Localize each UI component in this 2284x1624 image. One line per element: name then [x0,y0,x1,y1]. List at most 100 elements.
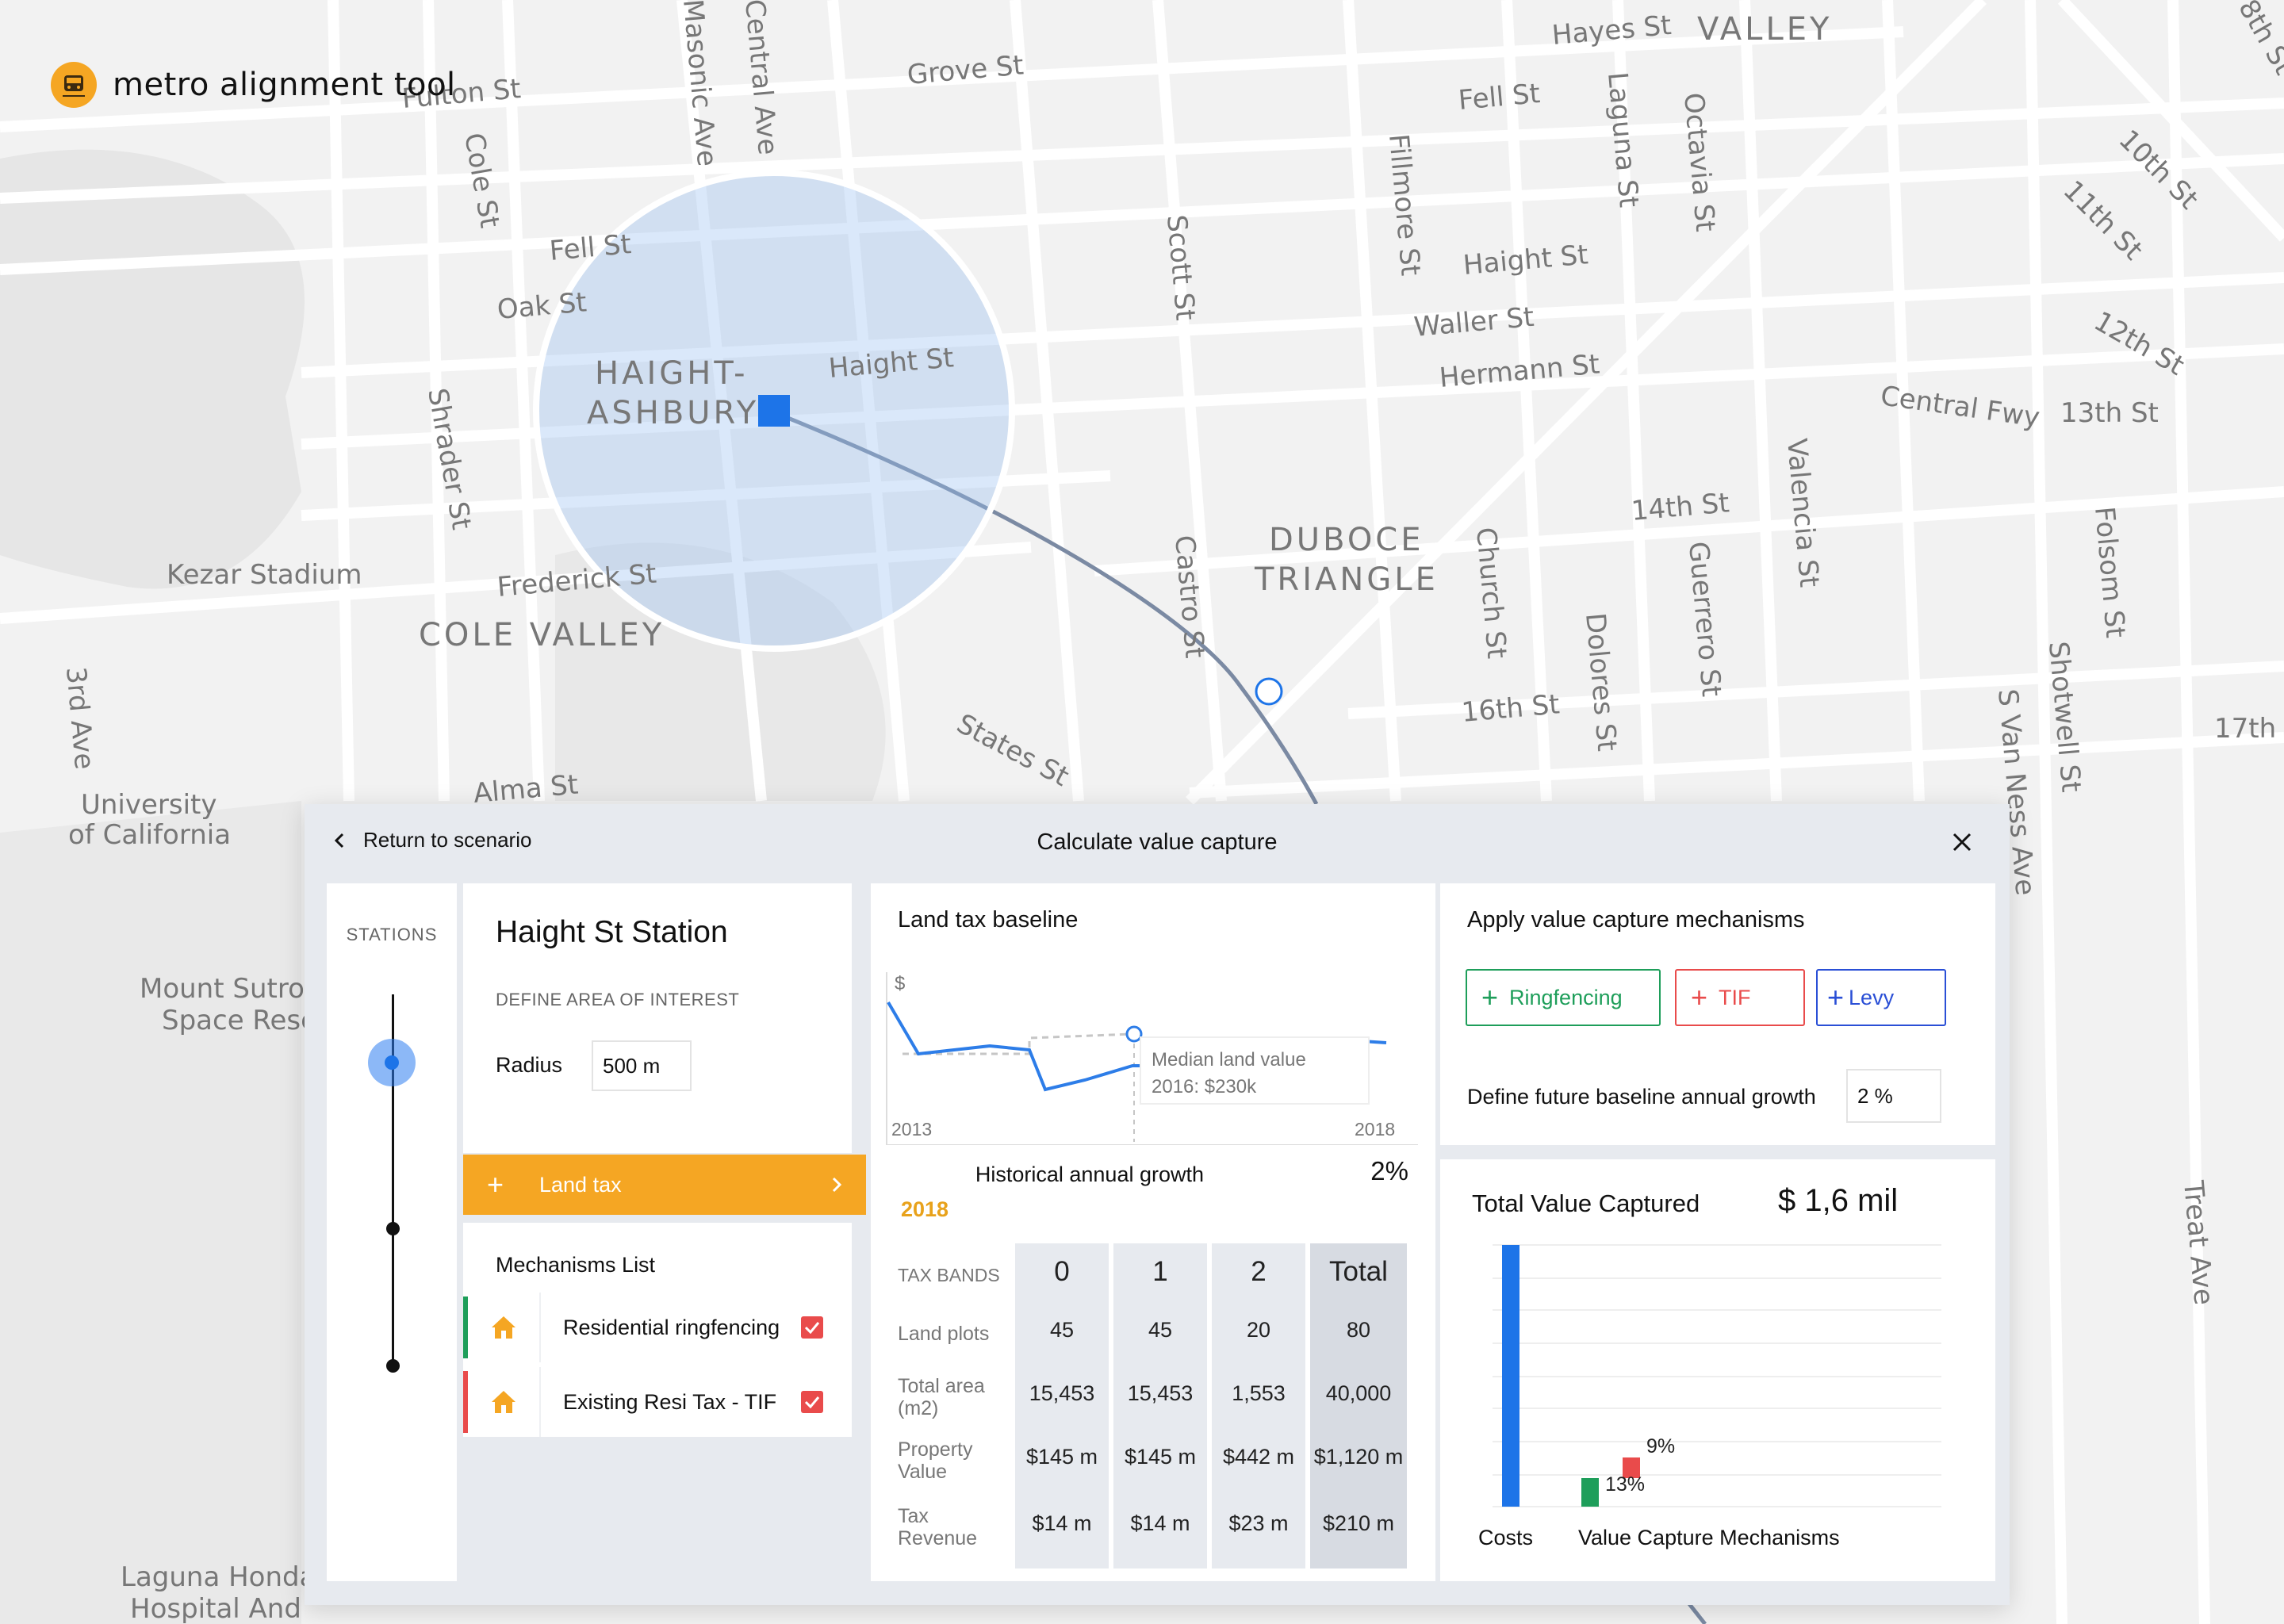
value-capture-modal: Return to scenario Calculate value captu… [305,804,2010,1605]
house-icon [468,1315,539,1340]
mechanism-checkbox[interactable] [801,1391,823,1413]
table-cell: $145 m [1025,1445,1098,1469]
apply-mechanisms-panel: Apply value capture mechanisms + Ringfen… [1440,883,1995,1145]
mechanism-label: Existing Resi Tax - TIF [563,1389,777,1414]
mechanism-item[interactable]: Residential ringfencing [463,1293,852,1362]
table-cell: $14 m [1032,1511,1092,1535]
check-icon [804,1322,820,1334]
plus-icon: + [487,1168,504,1201]
band-column: 0 45 15,453 $145 m $14 m [1015,1243,1109,1568]
map-label: Oak St [496,286,588,326]
modal-title: Calculate value capture [1037,829,1278,855]
return-to-scenario-button[interactable]: Return to scenario [333,828,531,852]
green-percent: 13% [1605,1473,1646,1496]
station-settings: Haight St Station DEFINE AREA OF INTERES… [463,883,852,1153]
historical-growth-label: Historical annual growth [975,1162,1204,1186]
map-label: 17th St [2214,713,2284,745]
mechanism-label: Residential ringfencing [563,1315,780,1339]
mechanism-color-bar [463,1297,468,1358]
station-node[interactable] [386,1222,400,1235]
table-cell: $145 m [1124,1445,1197,1469]
apply-title: Apply value capture mechanisms [1467,907,1805,933]
map-label: TRIANGLE [1254,561,1439,598]
band-column: 1 45 15,453 $145 m $14 m [1113,1243,1207,1568]
map-label: HAIGHT- [595,355,749,392]
baseline-title: Land tax baseline [898,907,1079,933]
row-label: Total area (m2) [898,1375,985,1419]
map-label: Mount Sutro [140,973,305,1005]
stations-panel: STATIONS [327,883,457,1581]
y-axis-label: $ [895,973,905,994]
column-header: 0 [1054,1256,1070,1287]
table-cell: $14 m [1130,1511,1190,1535]
app-title: metro alignment tool [113,67,456,103]
costs-label: Costs [1478,1526,1534,1549]
mechanisms-list: Mechanisms List Residential ringfencing [463,1223,852,1437]
total-value-panel: Total Value Captured $ 1,6 mil 13% 9% Co… [1440,1159,1995,1581]
plus-icon: + [1481,981,1499,1013]
radius-input[interactable] [592,1040,692,1091]
column-header: 2 [1251,1256,1267,1287]
table-cell: 45 [1148,1318,1173,1342]
map-label: COLE VALLEY [419,617,665,653]
future-growth-input[interactable] [1846,1069,1941,1123]
table-cell: 15,453 [1029,1381,1095,1405]
plus-icon: + [1827,981,1845,1013]
land-tax-baseline-panel: Land tax baseline $ 2013 2018 Median lan… [871,883,1435,1581]
mechanism-checkbox[interactable] [801,1316,823,1339]
tif-bar [1623,1457,1640,1478]
map-label: Laguna Honda [121,1561,316,1593]
table-cell: 15,453 [1127,1381,1194,1405]
close-icon [1953,833,1972,852]
baseline-chart[interactable]: $ 2013 2018 Median land value 2016: $230… [871,883,1435,1145]
app-header: metro alignment tool [51,62,456,108]
tax-bands-header: TAX BANDS [898,1265,1000,1285]
table-cell: 40,000 [1325,1381,1392,1405]
tif-label: TIF [1719,985,1751,1009]
house-icon [468,1389,539,1415]
map-label: Fell St [1457,78,1541,117]
map-label: Hospital And [130,1593,301,1624]
radius-label: Radius [496,1053,563,1077]
total-value-title: Total Value Captured [1472,1189,1700,1217]
historical-growth-value: 2% [1370,1156,1408,1185]
map-label: DUBOCE [1269,522,1424,558]
levy-button[interactable]: + Levy [1816,969,1946,1026]
mechanism-item[interactable]: Existing Resi Tax - TIF [463,1367,852,1437]
total-column: Total 80 40,000 $1,120 m $210 m [1310,1243,1407,1568]
map-label: University [81,789,217,821]
tax-bands-table: TAX BANDS Land plots Total area (m2) Pro… [885,1243,1421,1568]
station-node-active[interactable] [368,1039,416,1086]
table-cell: $1,120 m [1313,1445,1404,1469]
land-tax-label: Land tax [539,1172,622,1197]
row-label: Land plots [898,1323,990,1345]
station-node[interactable] [386,1359,400,1373]
table-cell: 80 [1346,1318,1371,1342]
x-axis-start: 2013 [891,1119,932,1139]
tooltip-point [1125,1025,1143,1043]
mechanisms-axis-label: Value Capture Mechanisms [1578,1526,1840,1549]
map-label: ASHBURY [587,395,759,431]
station-name: Haight St Station [496,915,728,949]
chevron-right-icon [832,1177,842,1193]
aoi-label: DEFINE AREA OF INTEREST [496,990,740,1009]
row-label: Tax Revenue [898,1505,978,1549]
value-capture-chart [1493,1244,1941,1507]
ringfencing-button[interactable]: + Ringfencing [1466,969,1661,1026]
column-header: Total [1329,1256,1388,1287]
station-marker [758,395,790,427]
map-label: Kezar Stadium [167,559,362,591]
map-label: 13th St [2060,397,2159,429]
map-label: VALLEY [1697,11,1832,48]
land-tax-button[interactable]: + Land tax [463,1155,866,1215]
close-button[interactable] [1943,823,1981,861]
ringfencing-label: Ringfencing [1509,985,1623,1009]
map-label: of California [68,819,231,851]
row-label: Property Value [898,1438,973,1483]
levy-label: Levy [1849,985,1895,1009]
costs-bar [1502,1245,1519,1507]
tif-button[interactable]: + TIF [1675,969,1805,1026]
check-icon [804,1396,820,1408]
x-axis-end: 2018 [1355,1119,1395,1139]
column-header: 1 [1152,1256,1168,1287]
